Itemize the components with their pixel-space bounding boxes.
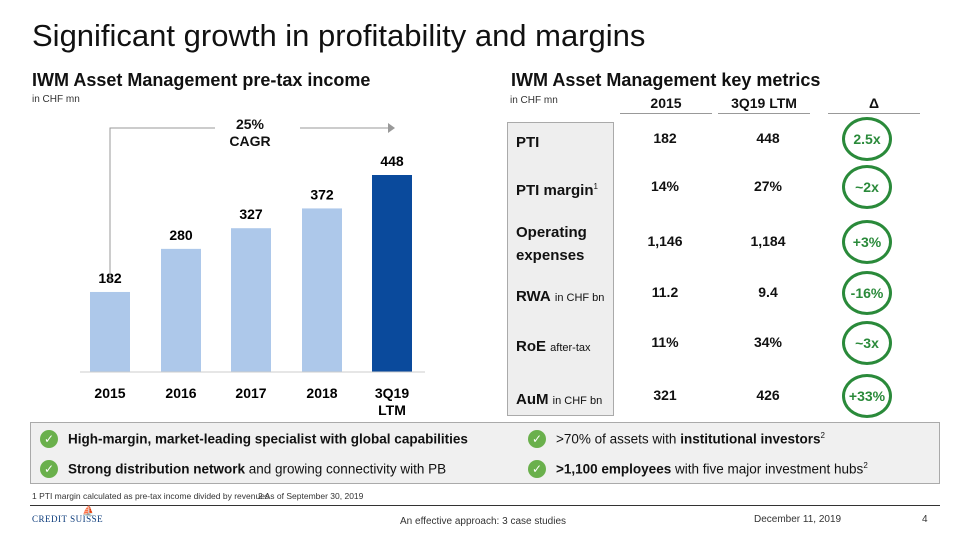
footer-divider [30,505,940,506]
row-label-panel [507,122,614,416]
chart-unit: in CHF mn [32,94,80,105]
delta-badge: ~3x [842,321,892,365]
row-label: PTI [516,134,540,151]
row-label: RoE after-tax [516,338,591,355]
col-header-delta: Δ [828,95,920,114]
row-label: RWA in CHF bn [516,288,605,305]
bar-value-label: 448 [380,153,404,169]
row-label: AuM in CHF bn [516,391,603,408]
cagr-annotation: 25% CAGR [222,116,278,150]
bar-value-label: 372 [310,186,334,202]
category-label: 2017 [235,385,266,401]
metrics-heading: IWM Asset Management key metrics [511,70,821,90]
sails-icon: ⛵ [82,506,95,517]
category-label: 2015 [94,385,125,401]
cagr-arrowhead [388,123,395,133]
category-label: 3Q19 [375,385,409,401]
delta-badge: +33% [842,374,892,418]
cagr-bracket [109,127,215,282]
footer-date: December 11, 2019 [754,514,842,525]
value-ltm: 426 [756,387,780,403]
bar-2 [231,228,271,372]
highlight-item: ✓ High-margin, market-leading specialist … [40,430,468,448]
check-icon: ✓ [40,430,58,448]
category-label: 2016 [165,385,196,401]
bar-value-label: 327 [239,206,263,222]
highlights-panel [30,422,940,484]
highlight-item: ✓ >1,100 employees with five major invest… [528,460,868,478]
value-ltm: 34% [753,334,783,350]
value-ltm: 27% [753,178,783,194]
check-icon: ✓ [528,460,546,478]
delta-badge: +3% [842,220,892,264]
value-2015: 321 [653,387,677,403]
delta-badge: 2.5x [842,117,892,161]
category-label: 2018 [306,385,337,401]
cagr-value: 25% [235,116,265,132]
check-icon: ✓ [40,460,58,478]
value-ltm: 9.4 [758,284,778,300]
highlight-item: ✓ >70% of assets with institutional inves… [528,430,825,448]
footnote-1: 1 PTI margin calculated as pre-tax incom… [32,491,270,501]
value-2015: 11.2 [651,284,679,300]
bar-value-label: 280 [169,227,193,243]
row-label: Operating expenses [516,224,587,264]
value-ltm: 448 [756,130,780,146]
value-2015: 182 [653,130,677,146]
metrics-unit: in CHF mn [510,95,558,106]
credit-suisse-logo: CREDIT SUISSE [32,514,104,524]
cagr-label: CAGR [229,133,271,149]
value-2015: 14% [650,178,680,194]
bar-0 [90,291,130,372]
chart-heading: IWM Asset Management pre-tax income [32,70,371,90]
value-2015: 11% [651,334,679,350]
value-ltm: 1,184 [750,233,786,249]
footnote-2: 2 As of September 30, 2019 [258,491,364,501]
check-icon: ✓ [528,430,546,448]
delta-badge: -16% [842,271,892,315]
bar-4 [372,175,412,372]
col-header-2015: 2015 [620,95,712,114]
highlight-item: ✓ Strong distribution network and growing… [40,460,446,478]
page-number: 4 [922,514,928,525]
footer-presentation-title: An effective approach: 3 case studies [400,516,567,527]
bar-3 [302,208,342,372]
bar-1 [161,248,201,372]
col-header-ltm: 3Q19 LTM [718,95,810,114]
page-title: Significant growth in profitability and … [32,18,646,53]
delta-badge: ~2x [842,165,892,209]
row-label: PTI margin1 [516,182,598,199]
category-label: LTM [378,402,406,418]
value-2015: 1,146 [647,233,683,249]
